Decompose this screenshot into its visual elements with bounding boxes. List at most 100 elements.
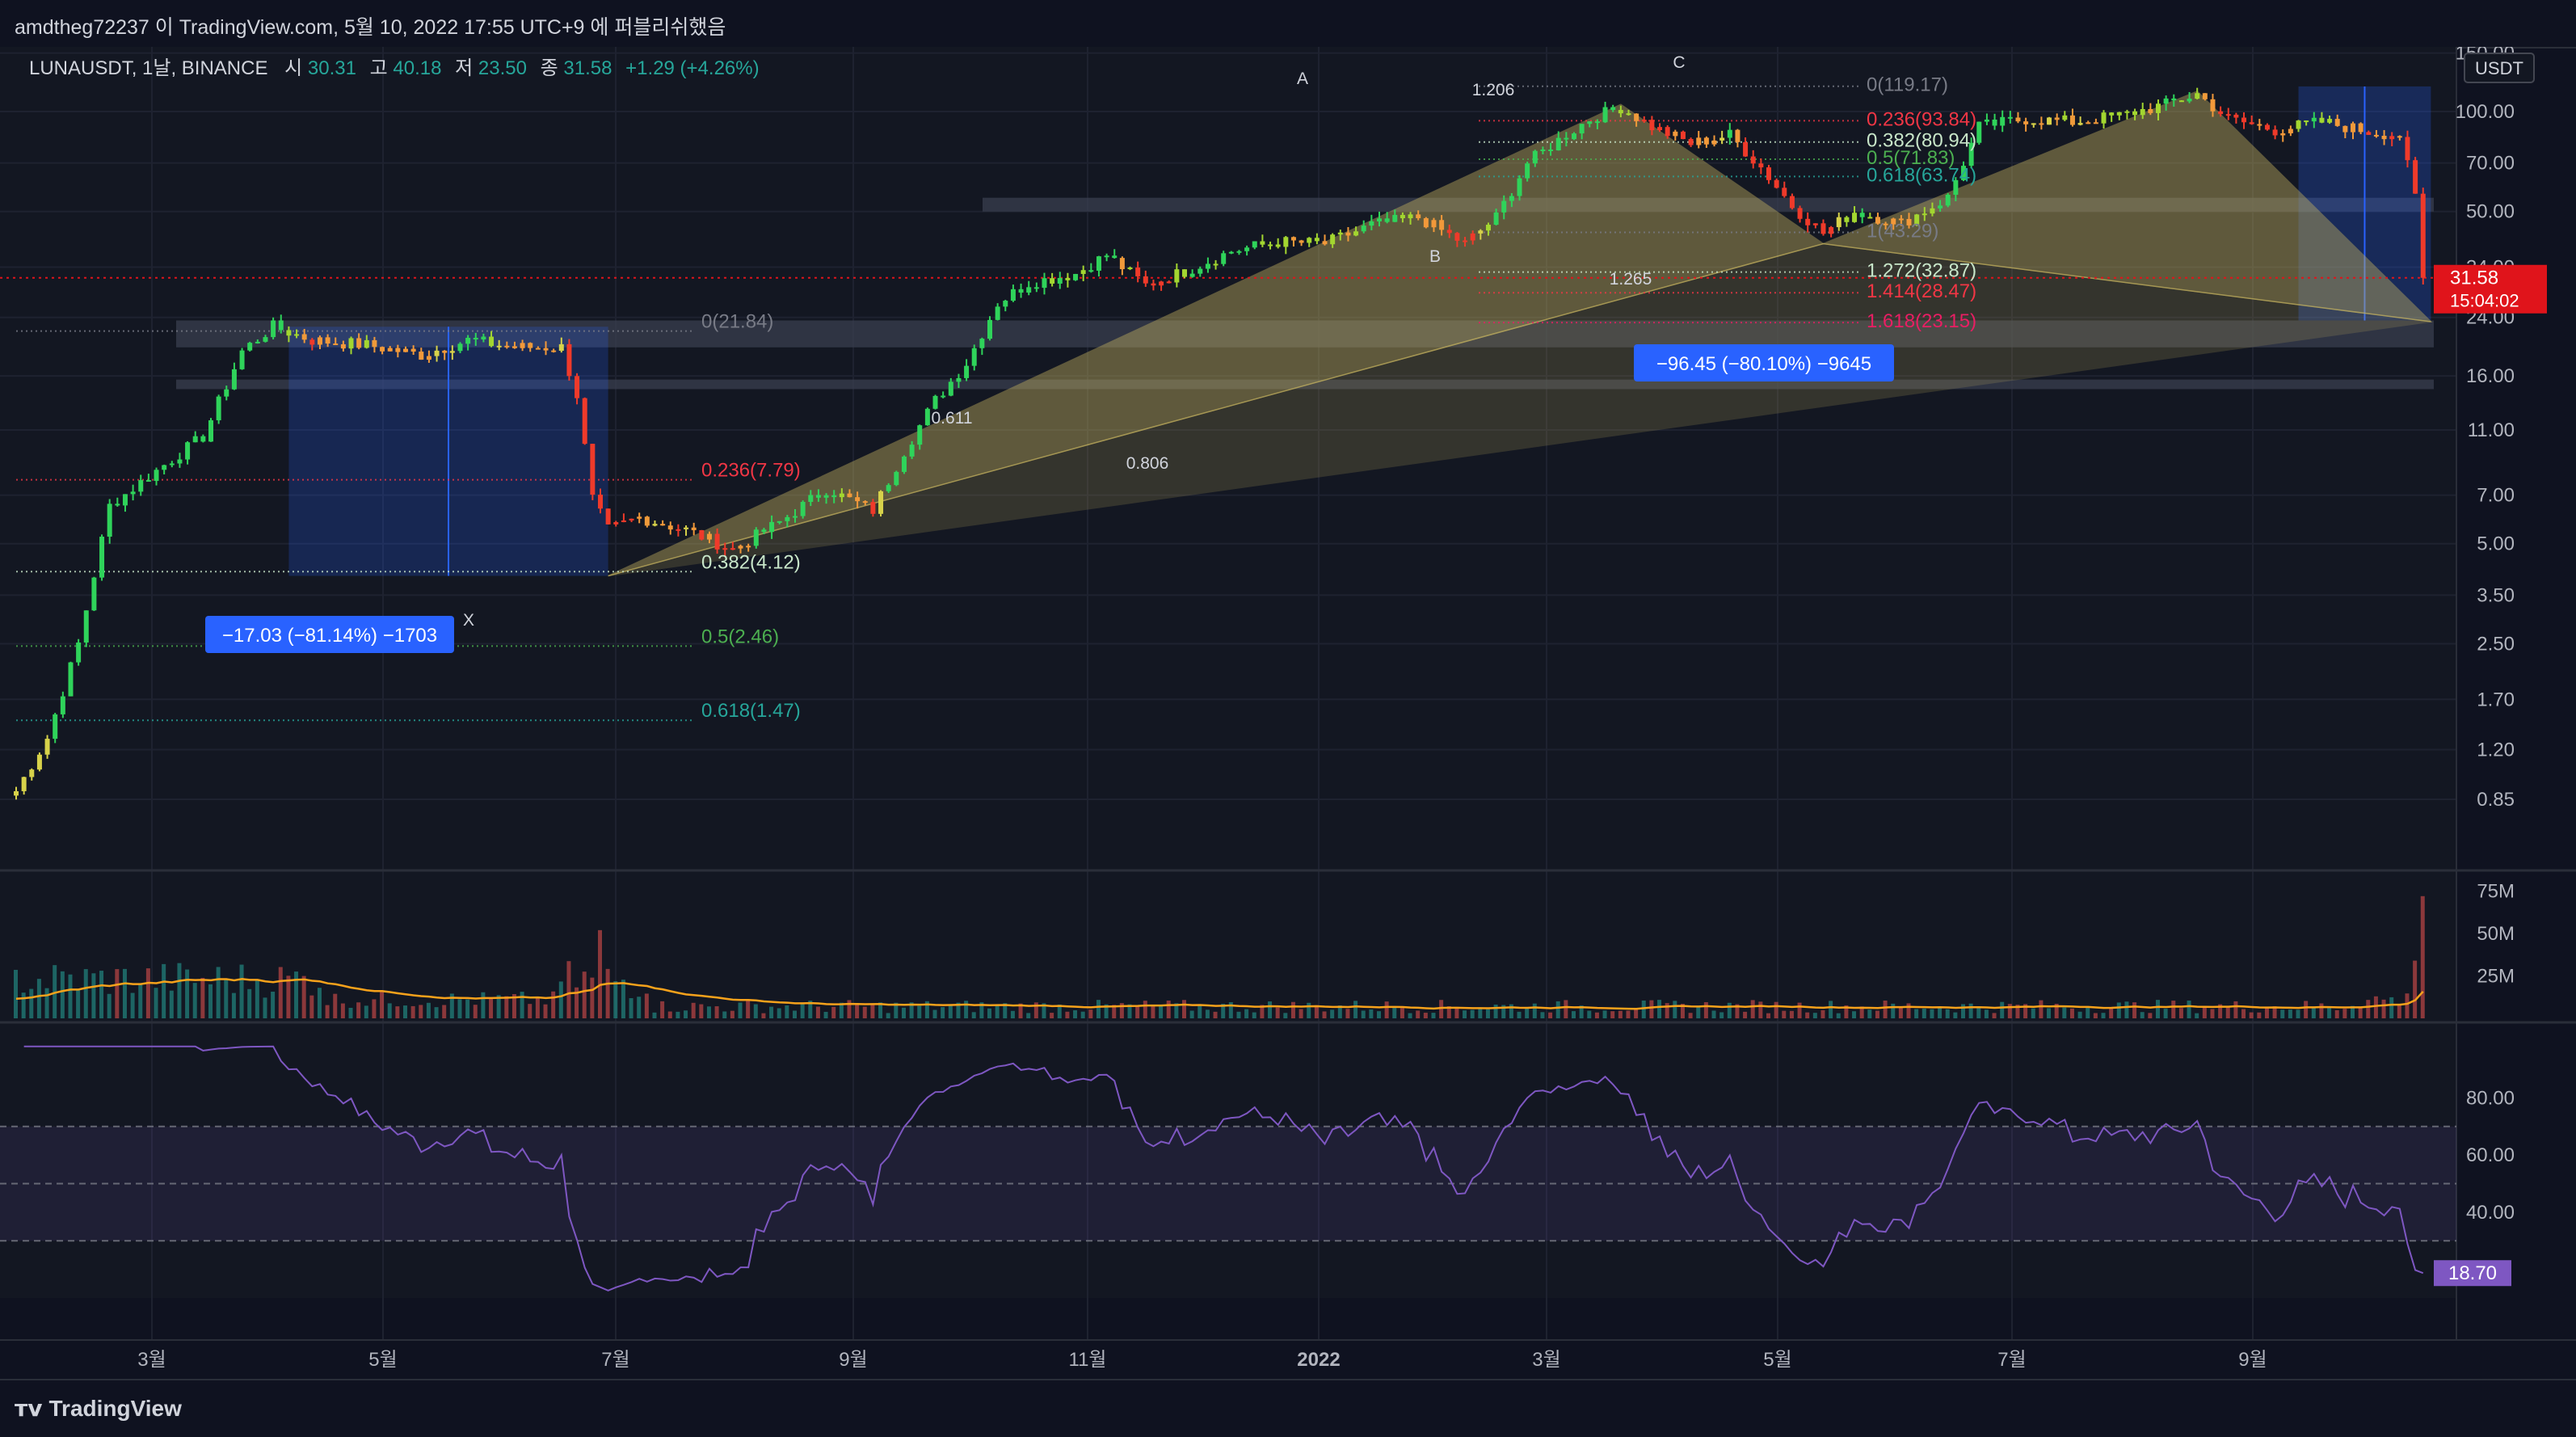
candle-body xyxy=(200,436,206,442)
volume-bar xyxy=(1587,1010,1592,1018)
candle-body xyxy=(1205,263,1210,269)
candle-body xyxy=(1307,238,1312,243)
time-tick-label: 7월 xyxy=(1997,1349,2026,1371)
candle-body xyxy=(1228,251,1234,254)
candle-body xyxy=(738,546,743,549)
volume-bar xyxy=(426,1002,431,1018)
rsi-last-value: 18.70 xyxy=(2448,1262,2497,1284)
volume-pane[interactable] xyxy=(0,871,2456,1022)
candle-body xyxy=(1244,247,1250,251)
candle-body xyxy=(473,337,478,339)
legend-close-label: 종 xyxy=(541,57,558,79)
currency-label: USDT xyxy=(2475,58,2523,78)
volume-bar xyxy=(1525,1008,1530,1018)
candle-body xyxy=(839,493,844,498)
volume-bar xyxy=(1750,1000,1755,1018)
candle-body xyxy=(138,480,144,492)
candle-body xyxy=(2288,129,2293,133)
candle-body xyxy=(1439,220,1445,230)
candle-body xyxy=(1875,217,1880,224)
legend-symbol: LUNAUSDT, 1날, BINANCE xyxy=(29,57,267,79)
candle-body xyxy=(894,471,899,486)
candle-body xyxy=(1299,240,1304,243)
candle-body xyxy=(878,491,884,514)
volume-bar xyxy=(1314,1005,1319,1018)
candle-body xyxy=(1727,129,1732,138)
candle-body xyxy=(706,533,712,540)
candle-body xyxy=(2116,112,2122,116)
candle-body xyxy=(387,348,393,352)
legend-open-label: 시 xyxy=(284,57,302,79)
candle-body xyxy=(2233,114,2239,118)
volume-bar xyxy=(1307,1002,1311,1018)
candle-body xyxy=(777,520,782,523)
volume-bar xyxy=(1065,1011,1070,1018)
candle-body xyxy=(1673,131,1678,137)
candle-body xyxy=(426,356,431,360)
candle-body xyxy=(2187,99,2192,102)
candle-body xyxy=(1579,124,1585,134)
candle-body xyxy=(185,442,191,460)
candle-body xyxy=(808,495,814,502)
volume-bar xyxy=(208,984,213,1018)
candle-body xyxy=(216,396,221,421)
legend-low-label: 저 xyxy=(455,57,473,79)
candle-body xyxy=(83,610,89,643)
volume-bar xyxy=(964,1001,969,1018)
candle-body xyxy=(1127,268,1133,270)
fib-level-label: 0.236(93.84) xyxy=(1867,108,1976,130)
candle-body xyxy=(449,351,455,353)
candle-body xyxy=(831,495,837,498)
volume-bar xyxy=(1330,1009,1335,1018)
volume-series xyxy=(14,895,2425,1018)
volume-bar xyxy=(449,993,454,1018)
candle-body xyxy=(301,334,307,340)
volume-bar xyxy=(917,1005,922,1018)
volume-bar xyxy=(1018,1003,1023,1018)
candle-body xyxy=(1938,205,1943,209)
volume-bar xyxy=(1283,1013,1288,1018)
last-price-tag xyxy=(2434,264,2547,314)
candle-body xyxy=(1812,223,1818,225)
candle-body xyxy=(356,338,362,348)
volume-bar xyxy=(1166,1001,1171,1018)
currency-button[interactable] xyxy=(2464,53,2535,83)
candle-body xyxy=(1680,131,1686,140)
candle-body xyxy=(909,445,915,457)
volume-bar xyxy=(699,1004,704,1018)
candle-body xyxy=(676,529,681,531)
volume-bar xyxy=(590,977,595,1018)
candle-body xyxy=(1330,234,1336,245)
price-pane[interactable] xyxy=(0,47,2456,870)
tradingview-logo[interactable]: ᴛᴠ TradingView xyxy=(15,1395,182,1422)
candle-body xyxy=(107,504,112,537)
candle-body xyxy=(2015,117,2021,122)
candle-body xyxy=(395,348,401,352)
volume-bar xyxy=(2195,1013,2199,1018)
volume-bar xyxy=(2304,1001,2309,1018)
candle-body xyxy=(2241,117,2247,123)
candle-body xyxy=(1883,223,1888,225)
candle-body xyxy=(862,501,868,504)
candle-body xyxy=(2086,122,2091,124)
rsi-pane[interactable] xyxy=(0,1023,2456,1298)
candle-body xyxy=(1416,214,1421,218)
candle-body xyxy=(722,548,728,550)
candle-body xyxy=(1353,231,1359,236)
time-tick-label: 7월 xyxy=(601,1349,629,1371)
candle-body xyxy=(637,516,642,519)
volume-bar xyxy=(1205,1009,1210,1018)
volume-bar xyxy=(1789,1010,1794,1018)
volume-bar xyxy=(60,971,65,1018)
volume-bar xyxy=(68,974,73,1018)
volume-bar xyxy=(1112,1005,1117,1018)
chart-canvas[interactable]: 0(21.84) 0.236(7.79) 0.382(4.12) 0.5(2.46) 0… xyxy=(0,47,2576,1379)
candle-body xyxy=(1119,258,1125,270)
volume-bar xyxy=(1478,1007,1483,1018)
candle-body xyxy=(1945,194,1951,206)
volume-bar xyxy=(1135,1005,1140,1018)
volume-bar xyxy=(793,1010,797,1018)
candle-body xyxy=(1268,244,1273,247)
volume-bar xyxy=(1088,1009,1093,1018)
volume-bar xyxy=(122,968,127,1018)
